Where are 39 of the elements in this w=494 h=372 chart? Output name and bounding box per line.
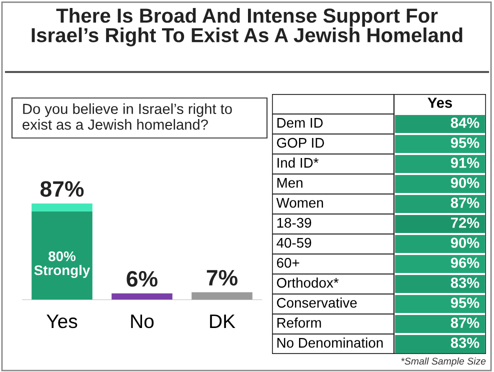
y-tick-label: Reform bbox=[277, 318, 321, 328]
bar bbox=[32, 211, 92, 300]
chart-title: There Is Broad And Intense Support For Israel’s Right To Exist As A Jewish Homeland bbox=[32, 8, 462, 46]
y-tick-label: 60+ bbox=[276, 258, 300, 268]
bar bbox=[192, 292, 252, 300]
chart-subtitle: Do you believe in Israel’s right to exist as a Jewish homeland? bbox=[22, 103, 232, 130]
y-tick-label: Conservative bbox=[276, 298, 357, 308]
y-tick-label: No Denomination bbox=[277, 338, 383, 348]
total-label: 87% bbox=[40, 181, 84, 197]
data-label: 96% bbox=[450, 258, 480, 268]
data-label: 80% Strongly bbox=[34, 251, 90, 278]
x-tick-label: No bbox=[131, 314, 154, 328]
data-label: 84% bbox=[450, 118, 480, 128]
y-tick-label: Men bbox=[277, 178, 302, 188]
data-label: 87% bbox=[450, 198, 480, 208]
data-label: 90% bbox=[450, 238, 480, 248]
y-tick-label: Women bbox=[276, 198, 323, 208]
data-label: 90% bbox=[450, 178, 480, 188]
data-label: 87% bbox=[450, 318, 480, 328]
y-tick-label: Orthodox* bbox=[276, 278, 339, 288]
y-tick-label: GOP ID bbox=[276, 138, 324, 148]
x-tick-label: Yes bbox=[428, 98, 452, 108]
bar bbox=[32, 203, 92, 212]
y-tick-label: 18-39 bbox=[277, 218, 312, 228]
y-tick-label: Dem ID bbox=[277, 118, 323, 128]
data-label: 83% bbox=[450, 338, 480, 348]
total-label: 7% bbox=[206, 270, 238, 286]
total-label: 6% bbox=[126, 270, 158, 287]
x-tick-label: DK bbox=[210, 314, 236, 328]
data-label: 95% bbox=[450, 298, 480, 308]
y-tick-label: Ind ID* bbox=[278, 158, 319, 168]
y-tick-label: 40-59 bbox=[276, 238, 312, 248]
data-label: 72% bbox=[451, 218, 480, 228]
data-label: 95% bbox=[450, 138, 480, 148]
x-tick-label: Yes bbox=[46, 314, 78, 328]
data-label: 91% bbox=[450, 158, 480, 168]
data-label: 83% bbox=[450, 278, 480, 288]
bar bbox=[112, 293, 172, 300]
text: *Small Sample Size bbox=[401, 357, 486, 367]
